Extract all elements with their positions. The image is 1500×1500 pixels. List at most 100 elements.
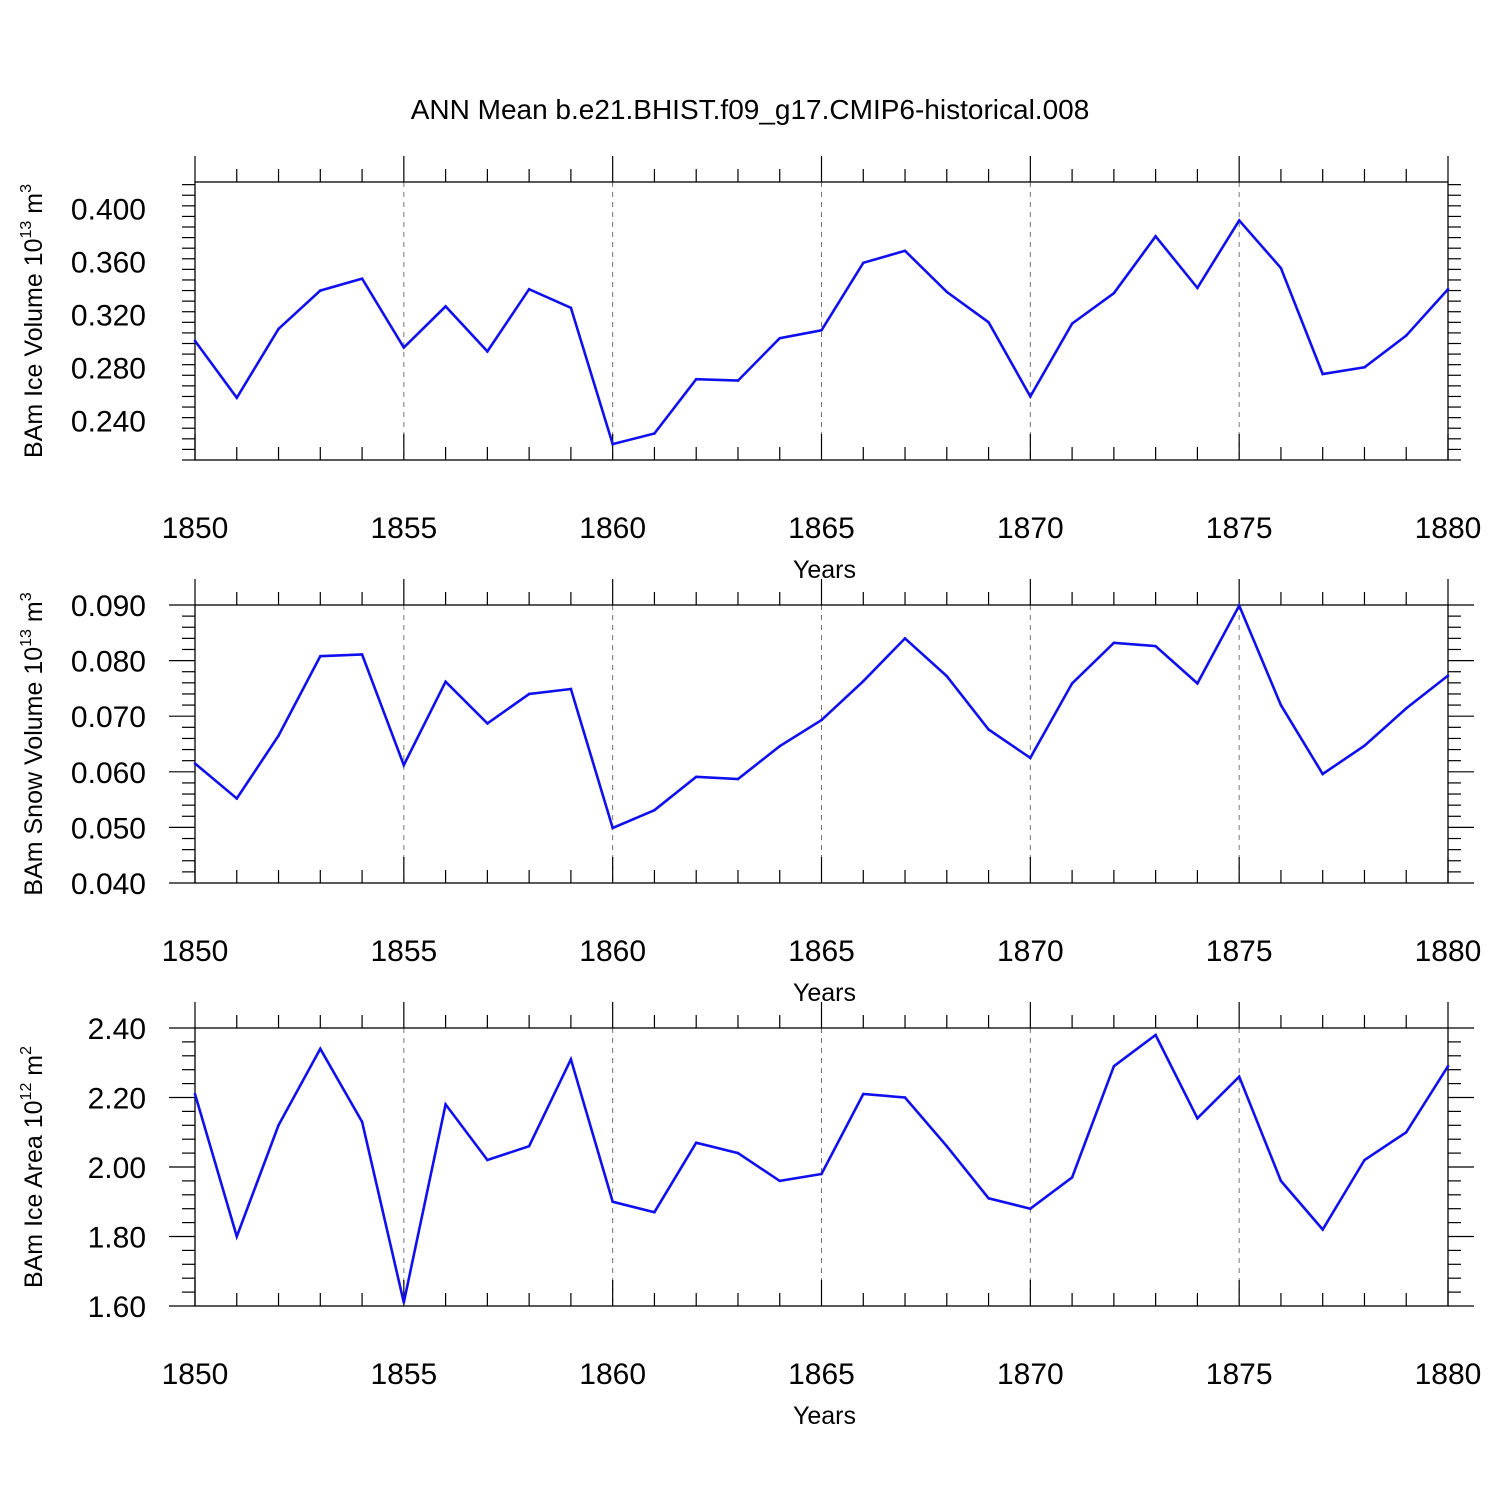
data-point	[1237, 604, 1241, 607]
data-point	[360, 1120, 364, 1124]
data-point	[1154, 1033, 1157, 1037]
data-point	[736, 1151, 740, 1155]
y-tick-label: 0.240	[71, 405, 146, 438]
data-point	[694, 1141, 698, 1144]
y-axis-label-exp: 12	[18, 1083, 35, 1101]
y-tick-label: 1.60	[88, 1291, 146, 1324]
y-tick-label: 0.080	[71, 646, 146, 679]
x-tick-label: 1860	[579, 1358, 646, 1391]
y-axis-label-unit: m	[20, 601, 48, 629]
data-point	[1196, 286, 1199, 290]
data-point	[1070, 1176, 1074, 1179]
data-point	[653, 1210, 656, 1214]
panels: 1850 1855 1860 1865 1870 1875 1880 0.240 0.280 0.…	[18, 156, 1481, 1430]
data-point	[820, 718, 823, 722]
data-point	[1321, 772, 1324, 776]
panel-2: 1850 1855 1860 1865 1870 1875 1880 0.040 0.050 0.…	[18, 579, 1481, 1007]
data-point	[653, 432, 656, 435]
data-point	[277, 734, 280, 737]
x-tick-label: 1870	[997, 935, 1064, 968]
data-point	[360, 277, 364, 280]
data-point	[235, 396, 239, 400]
data-point	[193, 762, 197, 765]
data-point	[1363, 366, 1366, 369]
data-point	[444, 1103, 447, 1106]
data-point	[694, 377, 698, 381]
data-point	[1404, 1130, 1408, 1134]
data-point	[569, 1057, 573, 1061]
y-tick-label: 0.400	[71, 193, 146, 226]
data-point	[1112, 291, 1116, 295]
data-point	[1070, 322, 1074, 325]
data-point	[1446, 287, 1450, 291]
data-point	[402, 346, 406, 349]
data-point	[235, 797, 239, 800]
y-tick-label: 2.20	[88, 1083, 146, 1116]
data-point	[778, 1179, 782, 1183]
data-point	[1321, 372, 1324, 376]
y-axis-label-text: BAm Snow Volume 10	[20, 647, 48, 896]
panel-1: 1850 1855 1860 1865 1870 1875 1880 0.240 0.280 0.…	[18, 156, 1481, 584]
data-point	[569, 687, 573, 691]
y-axis-label-text: BAm Ice Area 10	[20, 1100, 48, 1288]
y-axis-label-unit-exp: 3	[18, 592, 35, 601]
data-point	[235, 1235, 239, 1238]
x-axis-label: Years	[793, 1402, 856, 1430]
data-point	[1029, 395, 1032, 398]
data-point	[945, 1144, 949, 1148]
data-point	[486, 722, 489, 725]
data-point	[861, 1092, 865, 1096]
data-point	[1321, 1228, 1324, 1231]
chart-title: ANN Mean b.e21.BHIST.f09_g17.CMIP6-histo…	[411, 94, 1090, 125]
data-point	[903, 249, 907, 253]
y-tick-label: 0.060	[71, 757, 146, 790]
data-point	[903, 637, 907, 640]
x-tick-label: 1855	[370, 512, 437, 545]
x-tick-label: 1855	[370, 1358, 437, 1391]
y-tick-label: 0.320	[71, 299, 146, 332]
data-point	[778, 336, 782, 340]
data-point	[778, 744, 782, 748]
data-point	[945, 290, 949, 294]
data-point	[444, 680, 447, 684]
x-tick-label: 1865	[788, 1358, 855, 1391]
x-tick-label: 1880	[1415, 1358, 1482, 1391]
y-tick-label: 0.050	[71, 812, 146, 845]
data-point	[611, 826, 614, 830]
data-point	[945, 674, 949, 678]
data-point	[319, 1047, 322, 1051]
data-point	[987, 1196, 990, 1200]
y-tick-label: 0.040	[71, 868, 146, 901]
data-point	[1237, 219, 1241, 222]
x-axis-label: Years	[793, 979, 856, 1007]
data-point	[1154, 644, 1157, 648]
data-point	[1279, 1179, 1283, 1183]
data-point	[277, 327, 280, 331]
y-axis-label: BAm Ice Volume 1013 m3	[18, 184, 48, 458]
y-axis-label-exp: 13	[18, 221, 35, 239]
data-point	[486, 350, 489, 353]
x-tick-label: 1875	[1206, 512, 1273, 545]
x-axis-label: Years	[793, 556, 856, 584]
y-tick-label: 0.280	[71, 352, 146, 385]
data-point	[569, 306, 573, 310]
y-axis-label-unit: m	[20, 1055, 48, 1083]
data-point	[1196, 1117, 1199, 1120]
data-point	[1279, 266, 1283, 270]
x-tick-label: 1860	[579, 512, 646, 545]
x-tick-label: 1870	[997, 1358, 1064, 1391]
data-point	[1404, 707, 1408, 710]
data-point	[903, 1096, 907, 1099]
data-point	[987, 321, 990, 324]
y-tick-label: 2.40	[88, 1013, 146, 1046]
data-point	[319, 289, 322, 292]
y-axis-label-unit: m	[20, 193, 48, 221]
x-tick-label: 1865	[788, 512, 855, 545]
data-point	[861, 261, 865, 265]
data-point	[987, 728, 990, 731]
data-point	[1029, 756, 1032, 760]
data-point	[319, 654, 322, 658]
data-point	[694, 775, 698, 779]
data-point	[527, 1144, 531, 1148]
